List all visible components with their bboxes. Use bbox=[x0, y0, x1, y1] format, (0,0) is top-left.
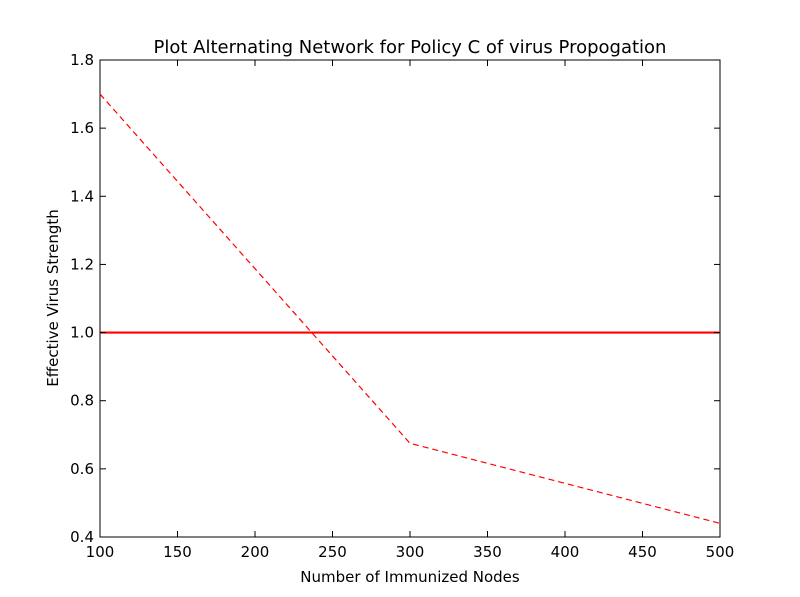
y-tick-label: 1.4 bbox=[70, 187, 94, 205]
x-tick-label: 250 bbox=[318, 543, 347, 561]
x-tick-label: 150 bbox=[163, 543, 192, 561]
chart-title: Plot Alternating Network for Policy C of… bbox=[154, 37, 667, 58]
y-tick-label: 0.8 bbox=[70, 392, 94, 410]
x-tick-label: 400 bbox=[551, 543, 580, 561]
x-axis-label: Number of Immunized Nodes bbox=[300, 568, 520, 586]
plot-area bbox=[99, 59, 721, 538]
x-tick-label: 300 bbox=[396, 543, 425, 561]
x-tick-label: 500 bbox=[706, 543, 735, 561]
x-tick-label: 350 bbox=[473, 543, 502, 561]
x-tick-label: 200 bbox=[241, 543, 270, 561]
y-tick-label: 1.8 bbox=[70, 51, 94, 69]
y-axis: 0.4 0.6 0.8 1.0 1.2 1.4 1.6 1.8 bbox=[70, 51, 720, 546]
y-tick-label: 1.2 bbox=[70, 255, 94, 273]
y-tick-label: 0.4 bbox=[70, 528, 94, 546]
x-tick-label: 100 bbox=[86, 543, 115, 561]
y-tick-label: 1.0 bbox=[70, 324, 94, 342]
series-line-dashed bbox=[99, 93, 721, 524]
y-tick-label: 1.6 bbox=[70, 119, 94, 137]
x-tick-label: 450 bbox=[628, 543, 657, 561]
x-axis: 100 150 200 250 300 350 400 450 500 bbox=[86, 60, 735, 561]
series-layer bbox=[99, 93, 721, 524]
y-tick-label: 0.6 bbox=[70, 460, 94, 478]
y-axis-label: Effective Virus Strength bbox=[44, 209, 62, 386]
